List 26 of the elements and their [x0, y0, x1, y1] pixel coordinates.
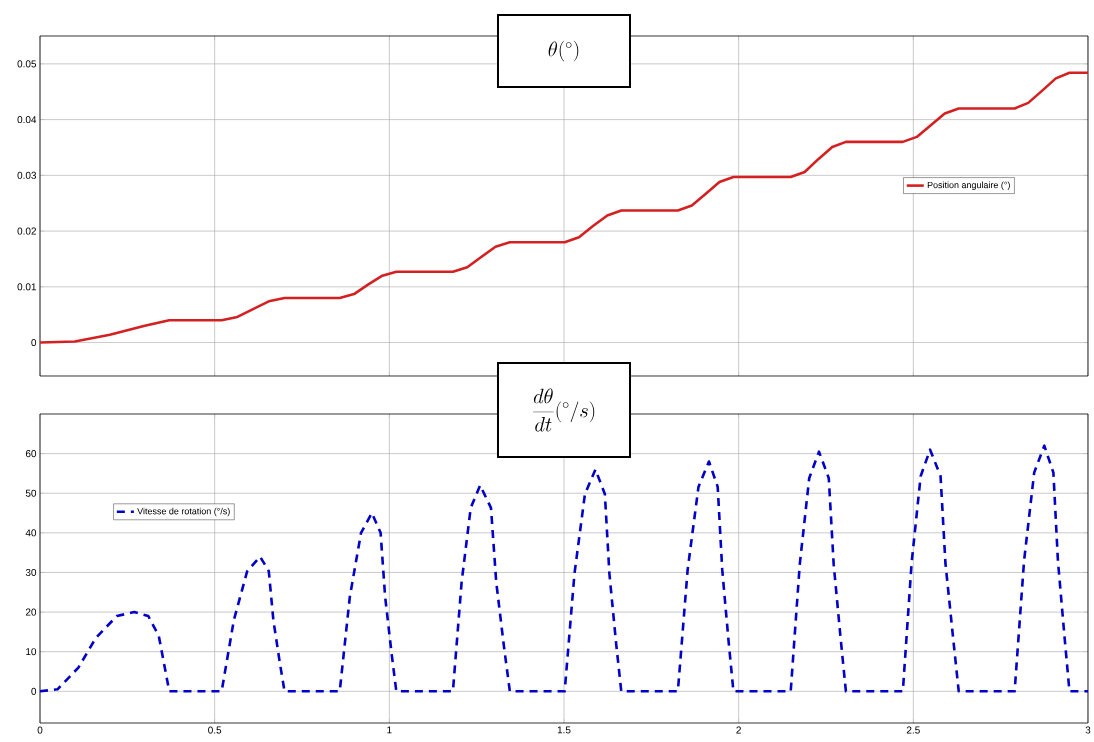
line-series — [38, 71, 1090, 344]
x-tick-label: 1 — [387, 726, 392, 734]
y-tick-label: 0.02 — [17, 227, 36, 235]
y-tick-label: 40 — [25, 529, 37, 537]
y-tick-label: 20 — [25, 608, 37, 616]
y-tick-label: 0.05 — [17, 60, 37, 68]
y-tick-label: 60 — [25, 450, 37, 458]
x-tick-label: 0 — [37, 726, 43, 734]
chart-title: $\frac{d\theta}{dt}(^{\circ}/s)$ — [533, 388, 595, 432]
y-tick-label: 30 — [25, 568, 37, 576]
y-tick-label: 0.04 — [17, 116, 37, 124]
x-tick-label: 3 — [1085, 726, 1091, 734]
legend-label: Position angulaire (°) — [927, 181, 1010, 190]
y-tick-label: 50 — [25, 489, 37, 497]
x-tick-label: 1.5 — [557, 726, 571, 734]
x-tick-label: 0.5 — [208, 726, 222, 734]
x-tick-label: 2.5 — [906, 726, 920, 734]
y-tick-label: 0.03 — [17, 171, 37, 179]
legend-label: Vitesse de rotation (°/s) — [137, 507, 230, 517]
text: $\theta(^{\circ})$ — [548, 40, 579, 62]
x-tick-label: 2 — [736, 726, 741, 734]
y-tick-label: 0 — [31, 339, 37, 347]
y-tick-label: 0 — [31, 687, 37, 695]
y-tick-label: 10 — [26, 648, 37, 656]
line-series — [38, 444, 1090, 693]
y-tick-label: 0.01 — [17, 283, 36, 291]
